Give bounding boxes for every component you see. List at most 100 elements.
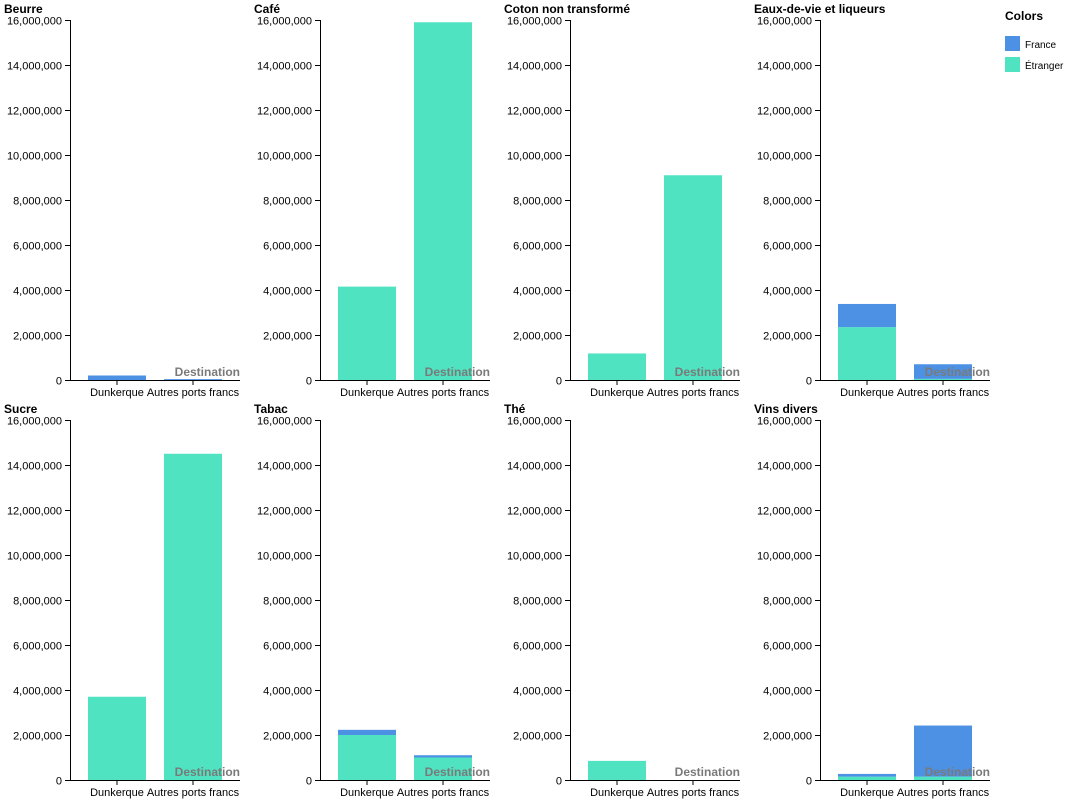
x-tick-label: Dunkerque — [340, 387, 394, 399]
bar-tranger-1 — [838, 327, 896, 380]
y-tick-label: 0 — [806, 776, 812, 788]
y-tick-label: 8,000,000 — [513, 196, 562, 208]
bar-tranger-1 — [338, 286, 396, 380]
y-tick-label: 16,000,000 — [507, 416, 562, 428]
bar-france-2 — [914, 364, 972, 379]
y-tick-label: 12,000,000 — [507, 106, 562, 118]
y-tick-label: 8,000,000 — [263, 196, 312, 208]
legend-label: Étranger — [1025, 59, 1064, 72]
panel-title: Sucre — [4, 402, 38, 416]
bar-tranger-2 — [914, 378, 972, 380]
y-tick-label: 12,000,000 — [507, 506, 562, 518]
bar-tranger-2 — [914, 776, 972, 780]
panel-1: Beurre 0 2,000,000 4,000,000 6,000,000 8,000,… — [4, 2, 240, 399]
y-tick-label: 10,000,000 — [257, 551, 312, 563]
y-tick-label: 12,000,000 — [257, 106, 312, 118]
y-tick-label: 4,000,000 — [263, 286, 312, 298]
bar-france-2 — [164, 379, 222, 380]
y-tick-label: 6,000,000 — [513, 641, 562, 653]
panel-title: Eaux-de-vie et liqueurs — [754, 2, 886, 16]
x-axis-title: Destination — [925, 765, 990, 779]
bar-tranger-1 — [338, 735, 396, 780]
x-axis-title: Destination — [675, 365, 740, 379]
y-tick-label: 14,000,000 — [7, 461, 62, 473]
legend-label: France — [1025, 40, 1057, 51]
x-tick-label: Dunkerque — [90, 787, 144, 799]
y-tick-label: 16,000,000 — [507, 16, 562, 28]
panel-7: Thé 0 2,000,000 4,000,000 6,000,000 8,000,000… — [504, 402, 740, 799]
y-tick-label: 10,000,000 — [257, 151, 312, 163]
y-tick-label: 14,000,000 — [757, 61, 812, 73]
y-tick-label: 6,000,000 — [263, 641, 312, 653]
y-tick-label: 8,000,000 — [513, 596, 562, 608]
y-tick-label: 10,000,000 — [507, 551, 562, 563]
y-tick-label: 14,000,000 — [757, 461, 812, 473]
y-tick-label: 12,000,000 — [757, 106, 812, 118]
bar-tranger-1 — [838, 776, 896, 780]
y-tick-label: 8,000,000 — [263, 596, 312, 608]
y-tick-label: 10,000,000 — [7, 551, 62, 563]
y-tick-label: 2,000,000 — [263, 331, 312, 343]
y-tick-label: 10,000,000 — [757, 151, 812, 163]
x-tick-label: Autres ports francs — [897, 387, 990, 399]
x-axis-title: Destination — [925, 365, 990, 379]
y-tick-label: 14,000,000 — [257, 461, 312, 473]
x-axis-title: Destination — [175, 765, 240, 779]
y-tick-label: 4,000,000 — [13, 686, 62, 698]
y-tick-label: 16,000,000 — [757, 16, 812, 28]
y-tick-label: 8,000,000 — [763, 196, 812, 208]
x-tick-label: Dunkerque — [840, 787, 894, 799]
bar-france-1 — [338, 729, 396, 735]
panel-6: Tabac 0 2,000,000 4,000,000 6,000,000 8,000,0… — [254, 402, 490, 799]
y-tick-label: 16,000,000 — [257, 416, 312, 428]
y-tick-label: 8,000,000 — [13, 196, 62, 208]
x-axis-title: Destination — [175, 365, 240, 379]
bar-france-2 — [414, 755, 472, 758]
y-tick-label: 4,000,000 — [513, 686, 562, 698]
x-tick-label: Dunkerque — [590, 787, 644, 799]
bar-france-2 — [914, 725, 972, 777]
bar-tranger-2 — [164, 453, 222, 780]
legend: Colors France Étranger — [1005, 9, 1064, 72]
x-tick-label: Dunkerque — [90, 387, 144, 399]
y-tick-label: 2,000,000 — [513, 331, 562, 343]
y-tick-label: 6,000,000 — [763, 241, 812, 253]
x-axis-title: Destination — [425, 365, 490, 379]
legend-swatch — [1005, 36, 1020, 51]
y-tick-label: 12,000,000 — [257, 506, 312, 518]
x-tick-label: Dunkerque — [340, 787, 394, 799]
y-tick-label: 12,000,000 — [757, 506, 812, 518]
x-tick-label: Autres ports francs — [897, 787, 990, 799]
y-tick-label: 0 — [556, 776, 562, 788]
bar-tranger-1 — [88, 696, 146, 780]
y-tick-label: 0 — [556, 376, 562, 388]
bar-tranger-1 — [588, 353, 646, 380]
y-tick-label: 12,000,000 — [7, 506, 62, 518]
x-tick-label: Autres ports francs — [397, 787, 490, 799]
panel-title: Tabac — [254, 402, 288, 416]
bar-france-1 — [88, 375, 146, 380]
x-tick-label: Dunkerque — [840, 387, 894, 399]
y-tick-label: 4,000,000 — [513, 286, 562, 298]
y-tick-label: 6,000,000 — [13, 241, 62, 253]
panel-title: Café — [254, 2, 280, 16]
x-axis-title: Destination — [425, 765, 490, 779]
y-tick-label: 6,000,000 — [513, 241, 562, 253]
y-tick-label: 0 — [806, 376, 812, 388]
y-tick-label: 2,000,000 — [13, 731, 62, 743]
y-tick-label: 4,000,000 — [763, 286, 812, 298]
panel-title: Coton non transformé — [504, 2, 630, 16]
x-tick-label: Autres ports francs — [397, 387, 490, 399]
y-tick-label: 6,000,000 — [13, 641, 62, 653]
legend-title: Colors — [1005, 9, 1043, 23]
y-tick-label: 16,000,000 — [7, 16, 62, 28]
bar-tranger-2 — [414, 22, 472, 380]
panel-3: Coton non transformé 0 2,000,000 4,000,000 6… — [504, 2, 740, 399]
bar-france-1 — [838, 773, 896, 777]
y-tick-label: 10,000,000 — [507, 151, 562, 163]
bar-tranger-2 — [414, 757, 472, 780]
y-tick-label: 0 — [56, 776, 62, 788]
y-tick-label: 0 — [306, 776, 312, 788]
bar-tranger-2 — [664, 175, 722, 380]
y-tick-label: 8,000,000 — [763, 596, 812, 608]
